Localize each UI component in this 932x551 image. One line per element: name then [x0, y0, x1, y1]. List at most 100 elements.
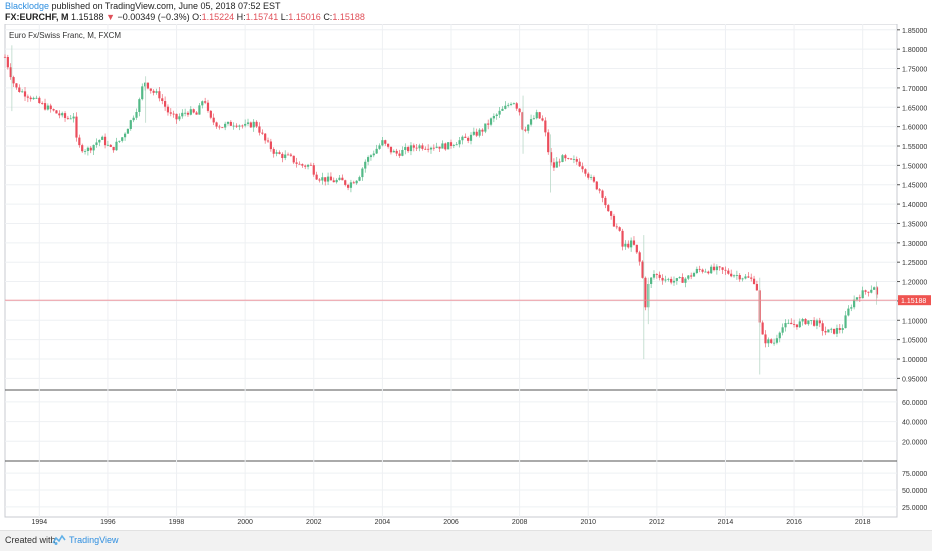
candle-body — [738, 275, 741, 280]
time-tick-label: 2006 — [443, 519, 459, 526]
time-tick-label: 2018 — [855, 519, 871, 526]
candle-body — [384, 140, 387, 144]
candle-body — [375, 148, 378, 154]
candle-body — [41, 103, 44, 104]
candle-body — [672, 280, 676, 283]
candle-body — [101, 136, 104, 140]
candle-body — [572, 159, 576, 160]
candle-body — [681, 277, 684, 283]
candle-body — [389, 146, 393, 153]
candle-body — [424, 148, 427, 150]
candle-body — [184, 112, 187, 114]
candle-body — [535, 112, 538, 119]
chart-header: Blacklodge published on TradingView.com,… — [0, 0, 932, 24]
candle-body — [601, 190, 604, 198]
candle-body — [867, 291, 870, 293]
candle-body — [853, 299, 856, 308]
pane3-tick-label: 25.0000 — [902, 505, 927, 512]
candle-body — [23, 91, 27, 97]
candle-body — [15, 83, 18, 88]
candle-body — [215, 122, 218, 127]
candle-body — [538, 112, 541, 119]
candle-body — [547, 132, 550, 153]
candle-body — [847, 308, 850, 316]
candle-body — [349, 182, 353, 188]
candle-body — [29, 97, 32, 100]
candle-body — [598, 189, 601, 191]
candle-body — [844, 315, 847, 329]
candle-body — [266, 140, 270, 142]
candle-body — [378, 145, 381, 149]
candle-body — [421, 145, 424, 149]
candle-body — [584, 169, 587, 174]
candle-body — [772, 342, 776, 344]
footer-bar: Created with TradingView — [0, 530, 932, 551]
candle-body — [43, 103, 47, 110]
candle-body — [341, 177, 344, 181]
candle-body — [161, 98, 164, 102]
last-price-badge — [898, 295, 931, 306]
low-label: L: — [280, 12, 289, 22]
candle-body — [712, 266, 716, 271]
candle-body — [401, 149, 404, 156]
candle-body — [452, 145, 455, 146]
candle-body — [504, 105, 507, 109]
candle-body — [269, 141, 272, 150]
price-tick-label: 1.10000 — [902, 318, 927, 325]
tradingview-brand-link[interactable]: TradingView — [69, 535, 119, 545]
time-tick-label: 2004 — [375, 519, 391, 526]
time-tick-label: 2012 — [649, 519, 665, 526]
candle-body — [121, 137, 124, 141]
candle-body — [164, 101, 167, 107]
candle-body — [409, 145, 413, 152]
candle-body — [264, 133, 267, 141]
candle-body — [810, 320, 813, 322]
candle-body — [195, 112, 198, 115]
symbol-label[interactable]: FX:EURCHF, M — [5, 12, 69, 22]
candle-body — [338, 177, 341, 180]
candle-body — [275, 152, 278, 154]
candle-body — [529, 119, 533, 125]
candle-body — [635, 244, 638, 253]
price-chart[interactable]: 1.85000 1.80000 1.75000 1.70000 1.65000 1.600… — [0, 24, 932, 530]
candle-body — [129, 120, 132, 129]
candle-body — [55, 110, 58, 114]
price-tick-label: 1.30000 — [902, 241, 927, 248]
candle-body — [324, 177, 327, 182]
candle-body — [447, 142, 450, 150]
candle-body — [272, 149, 275, 154]
candle-body — [638, 252, 641, 262]
candle-body — [630, 240, 633, 248]
candle-body — [427, 148, 430, 150]
author-link[interactable]: Blacklodge — [5, 1, 50, 11]
candle-body — [732, 275, 736, 277]
candle-body — [610, 211, 613, 216]
time-tick-label: 1996 — [100, 519, 116, 526]
candle-body — [541, 118, 544, 121]
price-tick-label: 1.85000 — [902, 28, 927, 35]
candle-body — [364, 161, 367, 169]
candle-body — [472, 131, 475, 135]
candle-body — [189, 109, 192, 115]
time-tick-label: 2014 — [718, 519, 734, 526]
candle-body — [833, 328, 836, 334]
candle-body — [284, 154, 287, 159]
time-tick-label: 2010 — [580, 519, 596, 526]
price-tick-label: 1.70000 — [902, 86, 927, 93]
candle-body — [521, 112, 524, 130]
candle-body — [873, 287, 876, 290]
candle-body — [49, 105, 52, 110]
candle-body — [875, 287, 879, 295]
candle-body — [72, 116, 75, 119]
candle-body — [286, 154, 290, 156]
candle-body — [138, 99, 141, 112]
candle-body — [149, 88, 152, 91]
price-tick-label: 1.40000 — [902, 202, 927, 209]
candle-body — [352, 182, 355, 184]
candle-body — [175, 113, 178, 120]
candles — [3, 45, 879, 375]
candle-body — [89, 147, 92, 151]
candle-body — [701, 269, 704, 272]
price-tick-label: 1.75000 — [902, 67, 927, 74]
candle-body — [146, 82, 150, 89]
